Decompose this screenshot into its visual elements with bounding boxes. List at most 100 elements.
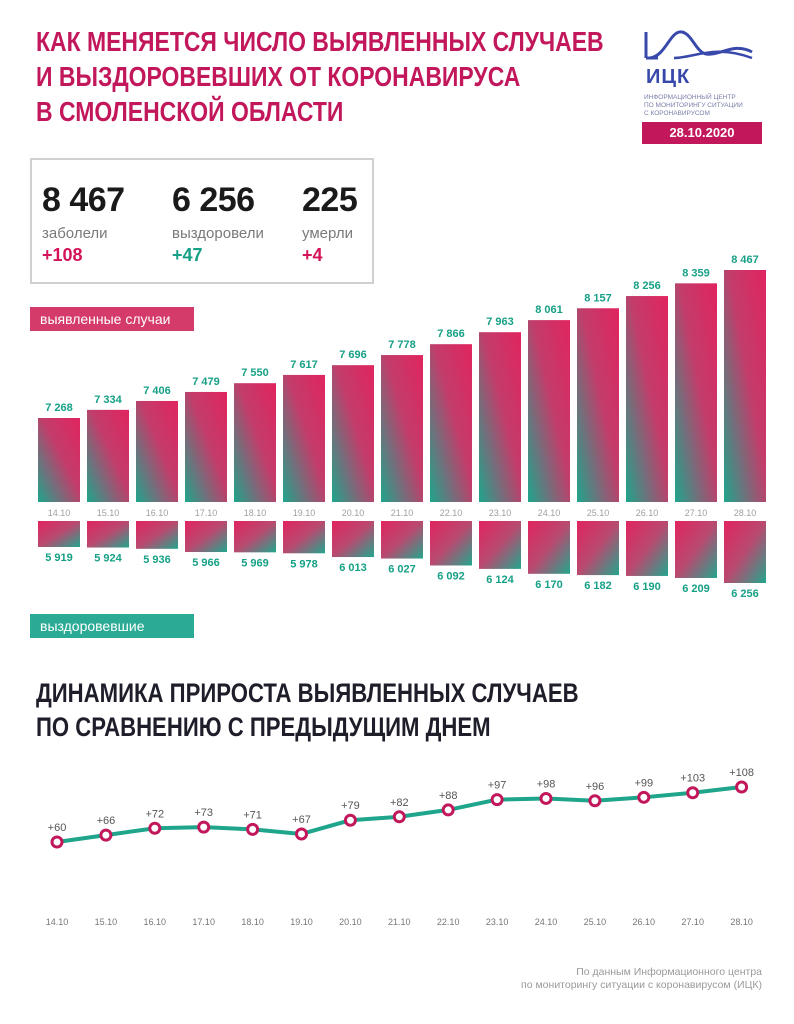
cases-data-label: 7 479: [192, 376, 220, 388]
cases-label: заболели: [42, 225, 108, 242]
x-tick-label: 17.10: [195, 508, 218, 518]
title-line-1: КАК МЕНЯЕТСЯ ЧИСЛО ВЫЯВЛЕННЫХ СЛУЧАЕВ: [36, 26, 604, 57]
x-tick-label: 25.10: [584, 917, 607, 927]
x-tick-label: 22.10: [437, 917, 460, 927]
icc-logo-icon: [644, 30, 753, 60]
growth-data-label: +73: [194, 807, 213, 819]
recovered-data-label: 5 924: [94, 553, 122, 565]
icc-logo: ИЦК ИНФОРМАЦИОННЫЙ ЦЕНТР ПО МОНИТОРИНГУ …: [640, 24, 770, 152]
growth-data-label: +96: [586, 781, 605, 793]
subtitle-line-1: ДИНАМИКА ПРИРОСТА ВЫЯВЛЕННЫХ СЛУЧАЕВ: [36, 678, 579, 708]
title-line-3: В СМОЛЕНСКОЙ ОБЛАСТИ: [36, 96, 344, 127]
cases-data-label: 8 256: [633, 280, 661, 292]
recovered-data-label: 6 182: [584, 580, 612, 592]
cases-bar: [38, 418, 80, 502]
recovered-delta: +47: [172, 245, 203, 265]
cases-bar: [577, 308, 619, 502]
growth-data-label: +66: [97, 815, 116, 827]
cases-bar: [675, 283, 717, 502]
growth-point: [197, 820, 211, 834]
cases-data-label: 7 550: [241, 367, 269, 379]
x-tick-label: 21.10: [391, 508, 414, 518]
recovered-data-label: 6 170: [535, 579, 563, 591]
page-title: КАК МЕНЯЕТСЯ ЧИСЛО ВЫЯВЛЕННЫХ СЛУЧАЕВ И …: [36, 24, 604, 129]
recovered-bar: [626, 521, 668, 576]
deaths-label: умерли: [302, 225, 353, 242]
logo-subtitle-line: ИНФОРМАЦИОННЫЙ ЦЕНТР: [644, 94, 736, 101]
cases-data-label: 7 268: [45, 402, 73, 414]
recovered-data-label: 6 209: [682, 583, 710, 595]
growth-point: [588, 794, 602, 808]
recovered-bar: [675, 521, 717, 578]
cases-data-label: 8 061: [535, 304, 563, 316]
x-tick-label: 28.10: [730, 917, 753, 927]
x-tick-label: 14.10: [48, 508, 71, 518]
x-tick-label: 19.10: [290, 917, 313, 927]
recovered-bar: [283, 521, 325, 554]
cases-bar: [528, 320, 570, 502]
x-tick-label: 24.10: [535, 917, 558, 927]
x-tick-label: 14.10: [46, 917, 69, 927]
logo-subtitle-line: С КОРОНАВИРУСОМ: [644, 110, 710, 117]
recovered-data-label: 5 919: [45, 552, 73, 564]
recovered-bar: [528, 521, 570, 574]
recovered-data-label: 6 124: [486, 574, 514, 586]
cases-bar: [185, 391, 227, 502]
cases-delta: +108: [42, 245, 83, 265]
recovered-bar: [234, 521, 276, 553]
x-tick-label: 20.10: [342, 508, 365, 518]
x-tick-label: 27.10: [685, 508, 708, 518]
stat-recovered: 6 256 выздоровели +47: [172, 182, 264, 266]
cases-bar: [724, 270, 766, 502]
recovered-label: выздоровели: [172, 225, 264, 242]
x-tick-label: 20.10: [339, 917, 362, 927]
report-date: 28.10.2020: [642, 122, 762, 144]
x-tick-label: 18.10: [241, 917, 264, 927]
x-tick-label: 19.10: [293, 508, 316, 518]
recovered-bar: [38, 521, 80, 547]
growth-point: [295, 827, 308, 841]
source-line-2: по мониторингу ситуации с коронавирусом …: [521, 979, 762, 991]
cases-data-label: 7 334: [94, 394, 122, 406]
growth-point: [343, 813, 357, 827]
cases-bar: [87, 409, 129, 502]
cases-data-label: 7 963: [486, 316, 514, 328]
title-line-2: И ВЫЗДОРОВЕВШИХ ОТ КОРОНАВИРУСА: [36, 61, 521, 92]
line-chart-title: ДИНАМИКА ПРИРОСТА ВЫЯВЛЕННЫХ СЛУЧАЕВ ПО …: [36, 676, 579, 744]
x-tick-label: 25.10: [587, 508, 610, 518]
cases-bar: [234, 383, 276, 502]
recovered-bar: [185, 521, 227, 553]
logo-subtitle: ИНФОРМАЦИОННЫЙ ЦЕНТР ПО МОНИТОРИНГУ СИТУ…: [644, 94, 743, 118]
growth-data-label: +79: [341, 800, 360, 812]
deaths-value: 225: [302, 181, 358, 219]
logo-subtitle-line: ПО МОНИТОРИНГУ СИТУАЦИИ: [644, 102, 743, 109]
cases-data-label: 7 866: [437, 328, 465, 340]
x-tick-label: 16.10: [146, 508, 169, 518]
growth-data-label: +82: [390, 797, 409, 809]
growth-data-label: +108: [729, 767, 754, 779]
growth-point: [539, 791, 553, 805]
recovered-value: 6 256: [172, 181, 255, 219]
legend-recovered: выздоровевшие: [30, 614, 194, 638]
cases-data-label: 8 157: [584, 292, 612, 304]
cases-bar: [283, 374, 325, 502]
recovered-data-label: 5 969: [241, 557, 269, 569]
growth-data-label: +71: [243, 809, 262, 821]
growth-line: [56, 785, 742, 844]
recovered-data-label: 5 978: [290, 558, 318, 570]
x-tick-label: 15.10: [97, 508, 120, 518]
growth-data-label: +98: [537, 778, 556, 790]
x-tick-label: 17.10: [192, 917, 215, 927]
growth-data-label: +99: [634, 777, 653, 789]
cases-bar: [626, 296, 668, 502]
x-tick-label: 16.10: [144, 917, 167, 927]
x-tick-label: 23.10: [489, 508, 512, 518]
growth-data-label: +60: [48, 822, 67, 834]
x-tick-label: 21.10: [388, 917, 411, 927]
growth-point: [637, 790, 651, 804]
x-tick-label: 24.10: [538, 508, 561, 518]
source-line-1: По данным Информационного центра: [576, 966, 762, 978]
cases-bar: [332, 365, 374, 502]
cases-bar: [381, 355, 423, 502]
cases-data-label: 7 778: [388, 339, 416, 351]
